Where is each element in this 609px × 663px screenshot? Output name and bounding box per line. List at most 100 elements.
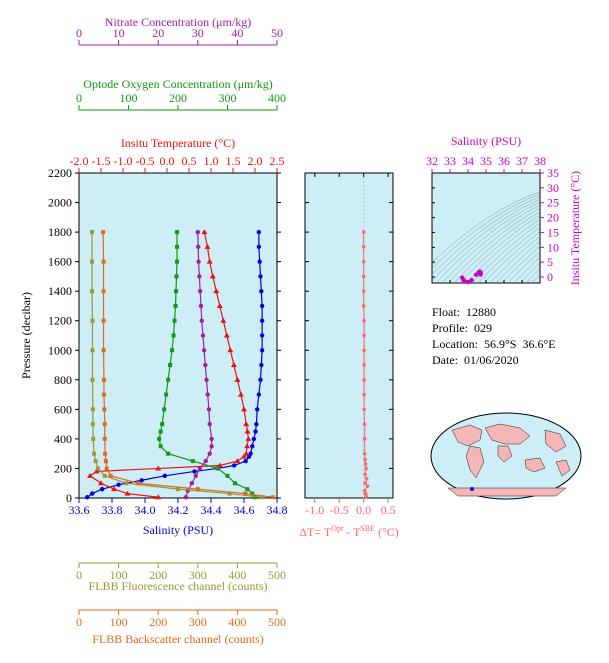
salinity-tick-label: 34.2 (168, 503, 189, 517)
oxygen-axis-label: Optode Oxygen Concentration (μm/kg) (83, 77, 272, 91)
salinity-point (259, 348, 265, 353)
salinity-point (258, 274, 263, 279)
y-tick-label: 600 (54, 402, 72, 416)
oxygen-point (157, 436, 162, 441)
backscatter-point (102, 422, 107, 427)
delta-t-point (362, 348, 366, 353)
density-contour (453, 211, 540, 283)
world-map (430, 412, 582, 500)
delta-t-point (362, 363, 366, 367)
ts-x-axis-label: Salinity (PSU) (451, 134, 521, 148)
y-axis-label: Pressure (decibar) (19, 292, 33, 379)
oxygen-point (174, 289, 179, 294)
y-tick-label: 400 (54, 432, 72, 446)
oxygen-point (160, 422, 165, 427)
fluorescence-point (90, 318, 95, 323)
oxygen-point (175, 230, 180, 235)
y-tick-label: 2200 (48, 166, 72, 180)
fluorescence-point (91, 436, 96, 441)
ts-y-tick-label: 5 (547, 255, 553, 269)
density-contour (432, 198, 540, 282)
y-tick-label: 1800 (48, 225, 72, 239)
oxygen-point (172, 318, 177, 323)
delta-t-point (364, 466, 368, 471)
ts-x-tick-label: 37 (516, 154, 528, 168)
nitrate-point (197, 466, 202, 471)
fluorescence-axis-label: FLBB Fluorescence channel (counts) (89, 579, 268, 593)
nitrate-point (209, 444, 214, 449)
oxygen-point (168, 363, 173, 368)
oxygen-point (173, 303, 178, 308)
delta-t-point (365, 484, 370, 488)
location-label: Location: (432, 337, 478, 351)
fluorescence-point (90, 259, 95, 264)
temperature-point (243, 421, 250, 427)
density-contour (435, 201, 540, 283)
nitrate-tick-label: 50 (271, 26, 283, 40)
temperature-point (230, 362, 237, 368)
delta-t-point (363, 462, 368, 466)
temperature-tick-label: 1.5 (226, 154, 241, 168)
density-contour (459, 214, 540, 283)
temperature-point (234, 458, 241, 464)
backscatter-axis-label: FLBB Backscatter channel (counts) (92, 632, 264, 646)
temperature-point (124, 490, 131, 496)
y-tick-label: 800 (54, 373, 72, 387)
y-tick-label: 2000 (48, 196, 72, 210)
main-plot-area (78, 172, 278, 499)
backscatter-tick-label: 500 (268, 615, 286, 629)
oxygen-point (190, 459, 195, 464)
continent (524, 457, 546, 473)
temperature-point (223, 332, 230, 338)
delta-t-panel: -1.0 -0.5 0.0 0.5 ΔT= TOpt - TSBE (°C) (299, 172, 399, 539)
temperature-point (220, 317, 227, 323)
delta-t-point (362, 318, 366, 323)
backscatter-point (101, 377, 106, 382)
ts-y-axis-label: Insitu Temperature (°C) (568, 171, 582, 285)
salinity-point (250, 444, 255, 449)
ts-x-tick-label: 36 (498, 154, 510, 168)
backscatter-line (102, 232, 274, 498)
salinity-point (162, 473, 167, 479)
date-value: 01/06/2020 (464, 353, 519, 367)
y-tick-label: 1600 (48, 255, 72, 269)
temperature-point (155, 494, 162, 500)
y-tick-label: 1400 (48, 284, 72, 298)
oxygen-point (174, 274, 179, 279)
nitrate-point (195, 244, 201, 250)
delta-t-point (361, 274, 366, 279)
temperature-tick-label: -1.5 (92, 154, 111, 168)
density-contour (489, 236, 540, 283)
temperature-point (244, 443, 251, 449)
salinity-tick-label: 34.4 (201, 503, 222, 517)
temperature-tick-label: -2.0 (70, 154, 89, 168)
backscatter-point (195, 487, 200, 492)
nitrate-point (195, 229, 200, 235)
salinity-tick-label: 33.6 (69, 503, 90, 517)
fluorescence-point (90, 289, 95, 294)
density-contour (432, 191, 540, 264)
salinity-point (259, 362, 264, 368)
y-tick-label: 1200 (48, 314, 72, 328)
oxygen-point (175, 259, 180, 264)
oxygen-point (232, 481, 237, 486)
ts-point (469, 277, 474, 283)
fluorescence-tick-label: 500 (268, 568, 286, 582)
delta-t-point (362, 437, 367, 441)
fluorescence-tick-label: 400 (228, 568, 246, 582)
temperature-point (216, 462, 223, 468)
delta-t-tick-label: -0.5 (330, 503, 349, 517)
delta-t-point (361, 259, 366, 264)
ts-x-tick-label: 38 (534, 154, 546, 168)
oxygen-tick-label: 100 (120, 91, 138, 105)
profile-info: Profile: 029 (432, 321, 492, 336)
temperature-point (204, 243, 211, 249)
density-contour (471, 222, 540, 283)
continent (465, 445, 485, 479)
temperature-point (201, 229, 208, 235)
delta-t-point (362, 407, 366, 412)
backscatter-point (104, 466, 109, 471)
backscatter-point (102, 436, 107, 441)
profile-label: Profile: (432, 321, 468, 335)
